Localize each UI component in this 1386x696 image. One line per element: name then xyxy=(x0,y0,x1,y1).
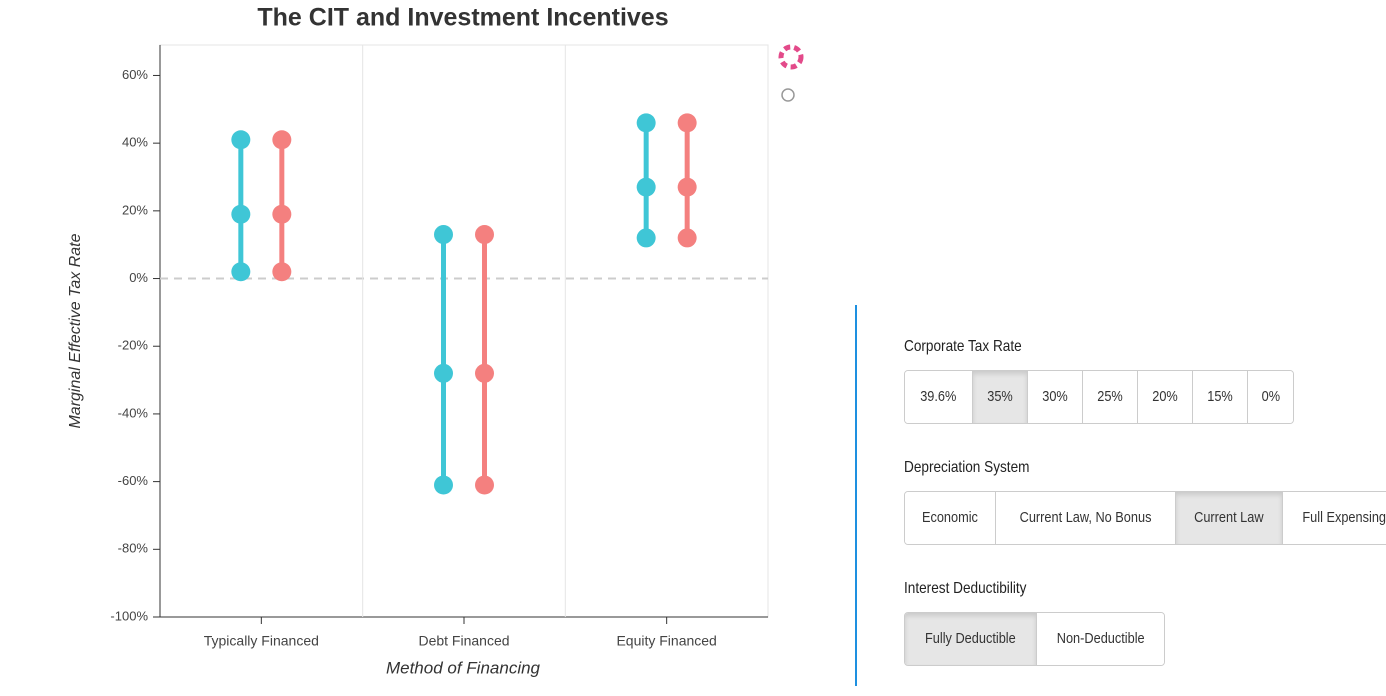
chart: The CIT and Investment Incentives Method… xyxy=(67,4,804,677)
x-axis-label: Method of Financing xyxy=(386,658,541,677)
point xyxy=(231,130,251,150)
point xyxy=(434,475,453,495)
x-tick-label: Equity Financed xyxy=(616,633,716,649)
option-button[interactable]: 20% xyxy=(1137,371,1193,423)
button-group: Economic Current Law, No Bonus Current Law… xyxy=(904,491,1386,545)
y-tick-label: -60% xyxy=(118,473,149,488)
option-text: Current Law xyxy=(1194,509,1264,526)
y-tick-label: -100% xyxy=(110,608,148,623)
option-text: Non-Deductible xyxy=(1056,630,1145,647)
x-tick-label: Debt Financed xyxy=(418,633,509,649)
x-tick-label: Typically Financed xyxy=(204,633,319,649)
option-button[interactable]: 15% xyxy=(1192,371,1248,423)
option-text: 39.6% xyxy=(920,388,957,405)
control-label: Interest Deductibility xyxy=(904,580,1027,597)
point xyxy=(636,228,656,248)
option-button[interactable]: Economic xyxy=(905,492,996,544)
control-group: Depreciation System Economic Current Law, … xyxy=(904,459,1386,545)
option-button[interactable]: 25% xyxy=(1082,371,1138,423)
option-button[interactable]: 30% xyxy=(1027,371,1083,423)
control-label: Depreciation System xyxy=(904,459,1030,476)
option-button[interactable]: Current Law, No Bonus xyxy=(995,492,1176,544)
chart-title: The CIT and Investment Incentives xyxy=(257,4,668,32)
control-label: Corporate Tax Rate xyxy=(904,338,1022,355)
y-tick-label: -80% xyxy=(118,541,149,556)
point xyxy=(272,130,292,150)
point xyxy=(475,225,494,245)
point xyxy=(231,262,251,282)
option-text: 35% xyxy=(986,388,1013,405)
button-group: 39.6% 35% 30% 25% 20% 15% 0% xyxy=(904,370,1295,424)
point xyxy=(475,363,494,383)
toolbar xyxy=(778,44,804,102)
option-button[interactable]: 39.6% xyxy=(905,371,973,423)
option-button[interactable]: Current Law xyxy=(1175,492,1283,544)
point xyxy=(272,204,292,224)
y-axis-label: Marginal Effective Tax Rate xyxy=(67,233,84,428)
y-tick-label: -40% xyxy=(118,405,149,420)
option-text: 0% xyxy=(1261,388,1280,405)
point xyxy=(677,228,697,248)
point xyxy=(677,177,697,197)
point xyxy=(272,262,292,282)
point xyxy=(636,113,656,133)
control-group: Corporate Tax Rate 39.6% 35% 30% 25% 20% 15% 0% xyxy=(904,338,1295,424)
point xyxy=(434,225,453,245)
point xyxy=(231,204,251,224)
point xyxy=(677,113,697,133)
crosshair-icon[interactable] xyxy=(781,88,795,102)
option-button[interactable]: 0% xyxy=(1247,371,1294,423)
option-text: 20% xyxy=(1151,388,1178,405)
y-tick-label: 20% xyxy=(122,202,148,217)
option-text: 15% xyxy=(1206,388,1233,405)
plot-frame xyxy=(159,44,769,618)
panel-divider xyxy=(855,305,857,686)
option-button[interactable]: Full Expensing xyxy=(1282,492,1386,544)
point xyxy=(475,475,494,495)
option-text: Current Law, No Bonus xyxy=(1019,509,1152,526)
y-tick-label: -20% xyxy=(118,338,149,353)
y-tick-label: 60% xyxy=(122,67,148,82)
y-tick-label: 40% xyxy=(122,135,148,150)
option-text: 30% xyxy=(1041,388,1068,405)
option-text: Fully Deductible xyxy=(925,630,1016,647)
option-text: Full Expensing xyxy=(1302,509,1386,526)
option-text: 25% xyxy=(1096,388,1123,405)
control-group: Interest Deductibility Fully Deductible No… xyxy=(904,580,1166,666)
option-button[interactable]: 35% xyxy=(972,371,1028,423)
option-button[interactable]: Non-Deductible xyxy=(1036,613,1165,665)
logo-icon[interactable] xyxy=(778,44,804,70)
option-button[interactable]: Fully Deductible xyxy=(905,613,1037,665)
button-group: Fully Deductible Non-Deductible xyxy=(904,612,1166,666)
option-text: Economic xyxy=(921,509,978,526)
point xyxy=(434,363,453,383)
point xyxy=(636,177,656,197)
y-tick-label: 0% xyxy=(129,270,148,285)
